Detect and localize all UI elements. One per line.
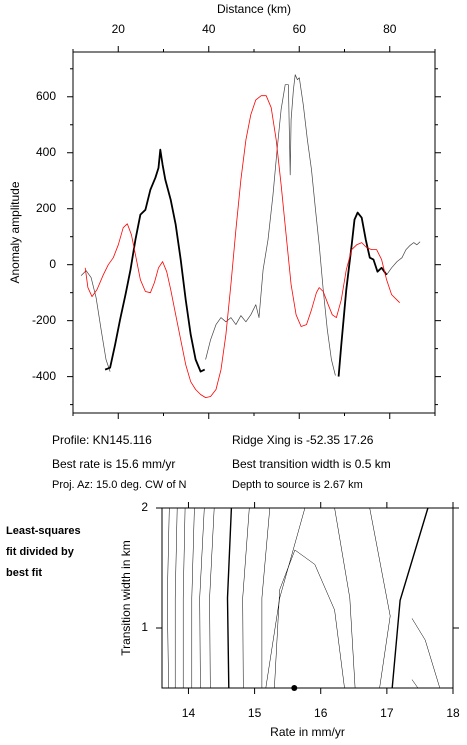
- x-axis-label: Distance (km): [217, 2, 291, 16]
- contour-line: [199, 507, 205, 689]
- info-text: Depth to source is 2.67 km: [232, 479, 363, 491]
- contour-line: [242, 507, 250, 689]
- data-line: [104, 148, 388, 377]
- x-tick-label: 60: [293, 22, 307, 36]
- contour-line: [191, 507, 195, 688]
- data-line: [84, 95, 400, 398]
- x-tick-label: 80: [383, 22, 397, 36]
- contour-line: [265, 507, 306, 689]
- contour-line: [411, 618, 441, 689]
- x-tick-label: 20: [112, 22, 126, 36]
- x-tick-label: 18: [446, 706, 460, 720]
- y-tick-label: 600: [36, 89, 56, 103]
- side-label: best fit: [6, 567, 42, 579]
- x-tick-label: 40: [202, 22, 216, 36]
- contour-line: [411, 679, 419, 689]
- y-tick-label: 400: [36, 145, 56, 159]
- y-tick-label: 2: [141, 500, 148, 514]
- contour-line: [261, 507, 271, 688]
- contour-line: [226, 507, 233, 689]
- info-text: Proj. Az: 15.0 deg. CW of N: [52, 479, 187, 491]
- y-tick-label: 1: [141, 620, 148, 634]
- best-fit-point: [291, 685, 298, 691]
- y-tick-label: 0: [49, 257, 56, 271]
- x-tick-label: 17: [380, 706, 394, 720]
- x-tick-label: 16: [314, 706, 328, 720]
- y-tick-label: 200: [36, 201, 56, 215]
- info-text: Ridge Xing is -52.35 17.26: [232, 433, 374, 447]
- x-tick-label: 14: [182, 706, 196, 720]
- info-text: Profile: KN145.116: [52, 433, 152, 447]
- side-label: Least-squares: [6, 525, 81, 537]
- x-tick-label: 15: [248, 706, 262, 720]
- contour-line: [182, 507, 186, 688]
- contour-line: [174, 507, 178, 688]
- side-label: fit divided by: [6, 546, 75, 558]
- y-tick-label: -400: [32, 369, 56, 383]
- info-text: Best transition width is 0.5 km: [232, 457, 391, 471]
- data-line: [80, 74, 421, 376]
- contour-line: [274, 549, 345, 689]
- y-tick-label: -200: [32, 313, 56, 327]
- y-axis-label: Transition width in km: [119, 540, 133, 656]
- x-axis-label: Rate in mm/yr: [270, 725, 345, 739]
- info-text: Best rate is 15.6 mm/yr: [52, 457, 175, 471]
- contour-line: [167, 507, 170, 689]
- contour-line: [209, 507, 215, 689]
- contour-line: [334, 507, 356, 689]
- contour-line: [391, 507, 429, 689]
- y-axis-label: Anomaly amplitude: [8, 181, 22, 283]
- contour-line: [369, 507, 391, 689]
- plot-frame: [161, 507, 454, 689]
